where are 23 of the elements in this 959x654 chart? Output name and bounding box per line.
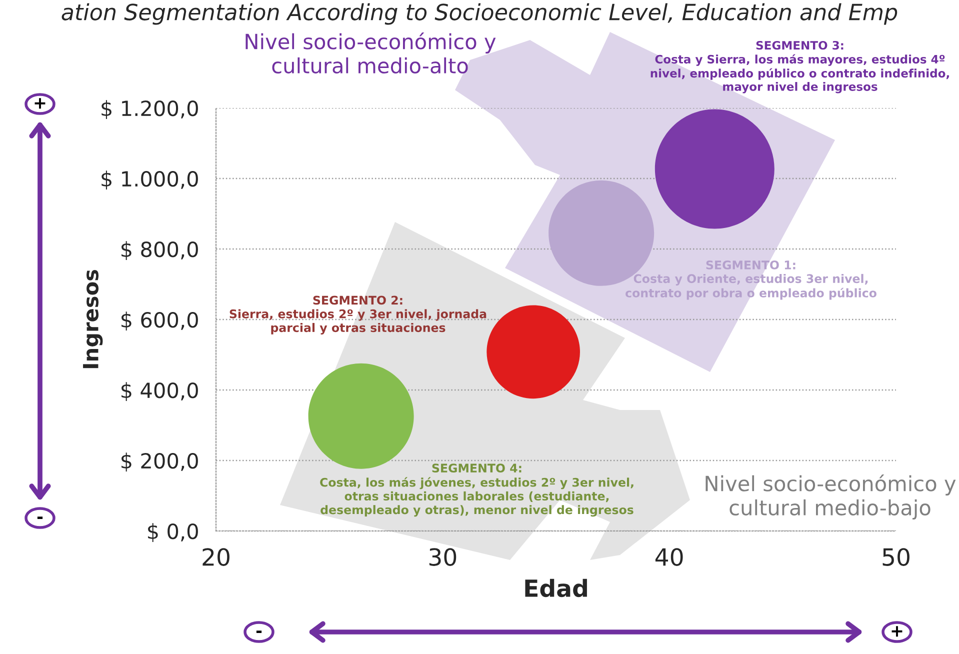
text: SEGMENTO 3: Costa y Sierra, los más mayores, estudios 4º nivel, empleado público o contrato indefinido, mayor nivel de ingresos xyxy=(650,40,949,94)
annotation: SEGMENTO 4: Costa, los más jóvenes, estudios 2º y 3er nivel, otras situaciones laborales (estudiante, desempleado y otras), menor nivel de ingresos xyxy=(320,464,634,517)
y-tick-label: $ 600,0 xyxy=(122,312,198,330)
x-tick-label: 30 xyxy=(429,548,456,566)
chart-title: ation Segmentation According to Socioeconomic Level, Education and Emp xyxy=(62,3,898,25)
annotation: Nivel socio-económico y cultural medio-bajo xyxy=(706,474,956,520)
y-tick-label: $ 200,0 xyxy=(122,452,198,472)
y-tick-label: $ 0,0 xyxy=(148,523,198,542)
y-tick-label: $ 800,0 xyxy=(122,241,198,260)
text: - xyxy=(37,516,43,519)
y-tick-label: $ 1.200,0 xyxy=(102,100,198,119)
text: + xyxy=(34,98,46,109)
x-axis-title: Edad xyxy=(525,578,587,598)
text: + xyxy=(892,626,902,637)
x-tick-label: 20 xyxy=(202,548,230,566)
y-tick-label: $ 400,0 xyxy=(122,382,198,401)
x-tick-label: 50 xyxy=(882,548,910,566)
y-tick-label: $ 1.000,0 xyxy=(102,170,198,190)
text: Nivel socio-económico y cultural medio-alto xyxy=(246,32,496,74)
text: - xyxy=(256,630,262,633)
y-axis-title: Ingresos xyxy=(83,270,103,368)
annotation: SEGMENTO 2: Sierra, estudios 2º y 3er nivel, jornada parcial y otras situaciones xyxy=(230,296,486,334)
x-tick-label: 40 xyxy=(655,548,683,566)
